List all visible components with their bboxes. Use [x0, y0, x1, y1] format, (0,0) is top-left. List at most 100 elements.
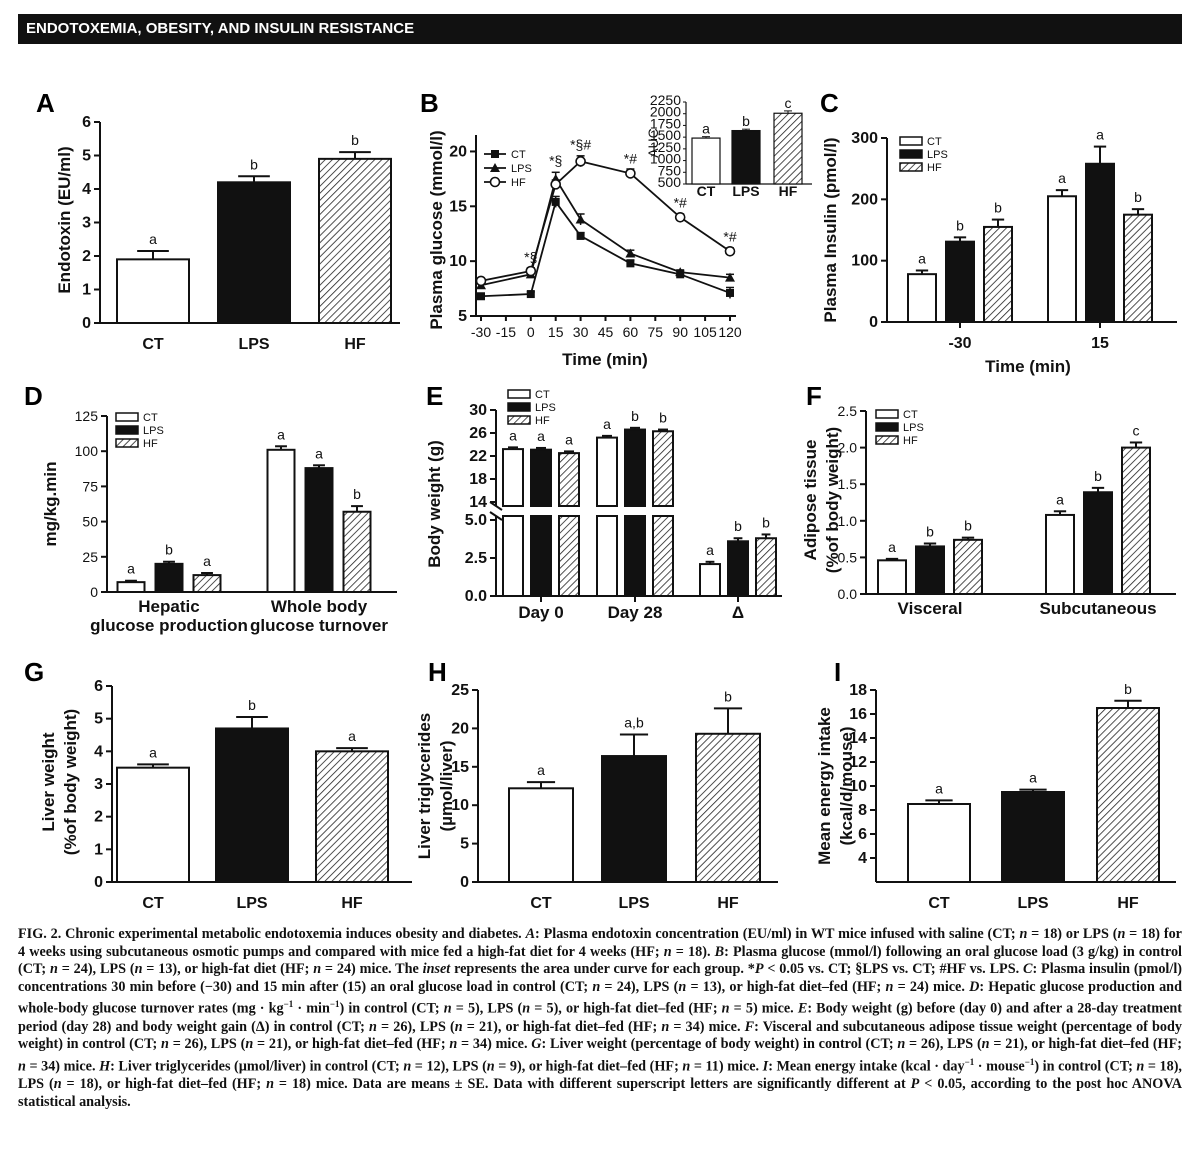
caption-segment: n	[266, 1076, 274, 1093]
significance-label: b	[1134, 189, 1142, 205]
y-tick-label: 1.5	[838, 476, 858, 492]
caption-segment: inset	[422, 961, 451, 978]
y-axis-label: (%of body weight)	[823, 427, 842, 573]
significance-label: a	[277, 426, 285, 442]
significance-annotation: *§	[549, 153, 562, 169]
significance-annotation: *#	[624, 151, 637, 167]
caption-segment: = 18).	[671, 943, 715, 960]
x-tick-label: LPS	[1017, 895, 1048, 912]
bar-ct	[266, 448, 296, 593]
caption-segment: = 24), LPS (	[600, 978, 679, 995]
legend-label: LPS	[927, 149, 948, 161]
significance-annotation: *#	[723, 228, 736, 244]
significance-label: b	[165, 542, 173, 558]
caption-segment: represents the area under curve for each…	[450, 961, 755, 978]
bar-hf	[192, 574, 222, 594]
caption-segment: < 0.05, according to the post hoc ANOVA …	[18, 1076, 1182, 1110]
significance-label: a	[1056, 491, 1064, 507]
y-tick-label: 30	[469, 402, 487, 419]
bar-ct	[1047, 195, 1077, 323]
significance-label: b	[659, 410, 667, 426]
significance-annotation: *#	[674, 194, 687, 210]
caption-segment: = 21), or high-fat diet–fed (HF;	[989, 1036, 1182, 1053]
y-tick-label: 14	[849, 730, 867, 747]
caption-segment: n	[18, 1058, 26, 1075]
significance-label: a	[149, 744, 157, 760]
point-ct	[477, 292, 485, 301]
caption-segment: n	[403, 1058, 412, 1075]
bar-hf-lower	[558, 515, 580, 597]
legend-label: CT	[143, 412, 158, 424]
legend-marker	[489, 176, 501, 188]
caption-segment: P	[754, 961, 764, 978]
y-tick-label: 6	[82, 114, 91, 131]
y-axis-label: Adipose tissue	[801, 440, 820, 561]
y-tick-label: 8	[858, 802, 867, 819]
inset-significance-label: c	[785, 95, 792, 111]
y-tick-label: 2	[82, 248, 91, 265]
x-tick-label: 60	[623, 324, 639, 340]
caption-segment: : Plasma glucose (mmol/l) following an o…	[18, 943, 1183, 978]
y-tick-label: 0	[869, 314, 878, 331]
x-tick-label: CT	[142, 336, 164, 353]
x-tick-label: HF	[344, 336, 366, 353]
legend-swatch-hf	[875, 435, 899, 445]
axis-break	[489, 501, 503, 511]
caption-segment: : Liver weight (percentage of body weigh…	[541, 1036, 898, 1053]
significance-label: b	[964, 518, 972, 534]
bar-lps-upper	[624, 428, 646, 507]
x-tick-label: CT	[530, 895, 552, 912]
y-tick-label: 0	[82, 315, 91, 332]
inset-bar-hf	[773, 112, 803, 185]
x-tick-label: 45	[598, 324, 614, 340]
x-tick-label: -15	[496, 324, 516, 340]
y-tick-label: 3	[82, 215, 91, 232]
y-axis-label: Endotoxin (EU/ml)	[55, 146, 74, 293]
y-tick-label: 12	[849, 754, 867, 771]
y-tick-label: 16	[849, 706, 867, 723]
inset-significance-label: a	[702, 121, 710, 137]
caption-segment: −1	[283, 999, 294, 1010]
caption-segment: : Hepatic glucose production and whole-b…	[18, 978, 1182, 1018]
caption-segment: E	[797, 1001, 808, 1018]
y-tick-label: 15	[451, 759, 469, 776]
y-tick-label: 22	[469, 448, 487, 465]
bar-lps	[727, 540, 749, 597]
significance-label: b	[926, 523, 934, 539]
significance-label: b	[724, 688, 732, 704]
caption-segment: −1	[329, 999, 340, 1010]
significance-label: b	[956, 217, 964, 233]
x-tick-label: Visceral	[898, 599, 963, 618]
caption-segment: C	[1023, 961, 1033, 978]
significance-label: b	[631, 408, 639, 424]
x-tick-label: 105	[693, 324, 717, 340]
figure-caption: FIG. 2. Chronic experimental metabolic e…	[18, 926, 1182, 1111]
figure-header: ENDOTOXEMIA, OBESITY, AND INSULIN RESIST…	[18, 14, 1182, 44]
caption-segment: = 11) mice.	[690, 1058, 763, 1075]
caption-segment: = 5), LPS (	[451, 1001, 523, 1018]
caption-segment: = 26), LPS (	[905, 1036, 982, 1053]
point-ct	[726, 288, 734, 297]
caption-segment: FIG. 2. Chronic experimental metabolic e…	[18, 926, 526, 942]
legend-label: CT	[903, 409, 918, 421]
significance-label: a,b	[624, 715, 644, 731]
significance-label: b	[994, 200, 1002, 216]
caption-segment: n	[1019, 926, 1028, 942]
y-tick-label: 100	[851, 253, 878, 270]
y-tick-label: 2.0	[838, 440, 858, 456]
caption-segment: = 34) mice.	[457, 1036, 532, 1053]
y-tick-label: 4	[82, 181, 91, 198]
legend-label: CT	[511, 149, 526, 161]
caption-segment: n	[885, 978, 894, 995]
x-tick-label: 75	[648, 324, 664, 340]
caption-segment: n	[443, 1001, 452, 1018]
bar-ct-lower	[502, 515, 524, 597]
caption-segment: n	[454, 1018, 463, 1035]
x-tick-label: 90	[672, 324, 688, 340]
bar-lps	[217, 181, 291, 324]
caption-segment: = 21), or high-fat diet–fed (HF;	[462, 1018, 662, 1035]
legend-label: LPS	[903, 422, 924, 434]
point-ct	[526, 290, 535, 299]
caption-segment: A	[525, 926, 536, 942]
